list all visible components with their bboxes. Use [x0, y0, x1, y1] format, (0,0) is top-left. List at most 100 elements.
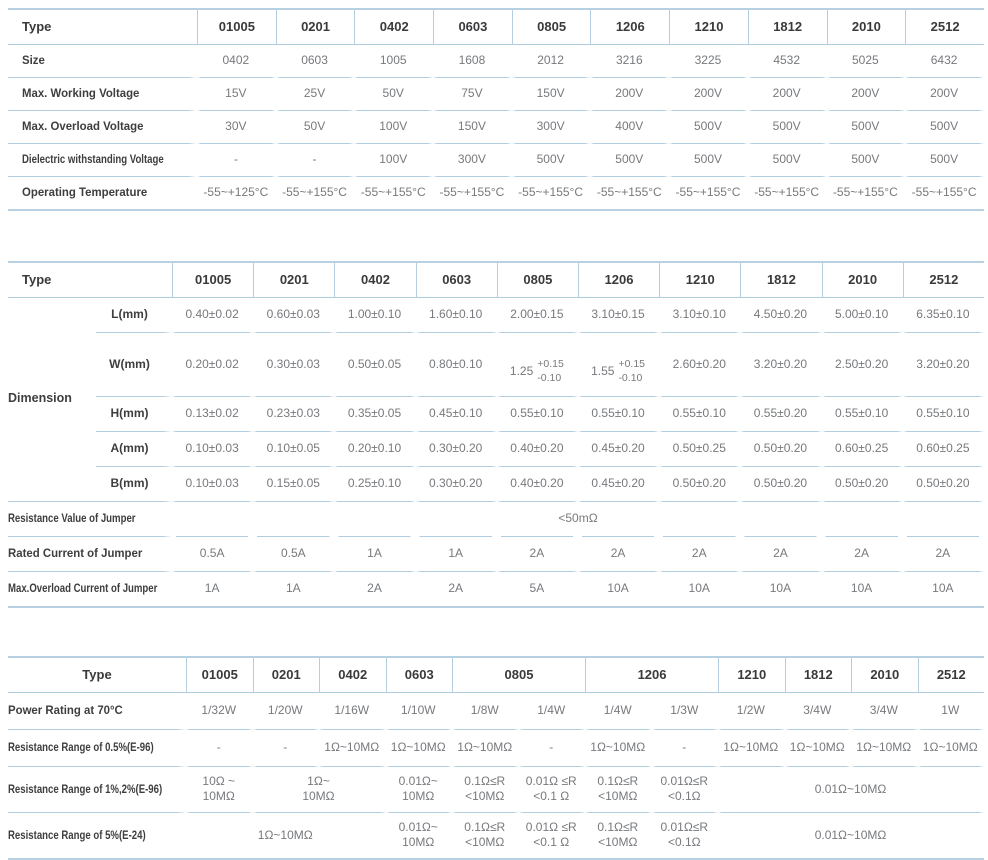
table-row: Max. Overload Voltage 30V 50V 100V 150V … [8, 111, 984, 144]
col-header: 0603 [385, 658, 452, 694]
cell-value: 5.00±0.10 [821, 298, 903, 333]
row-label: Resistance Range of 0.5%(E-96) [8, 730, 186, 768]
cell-value: 0.13±0.02 [172, 397, 254, 433]
cell-value: 0.55±0.10 [577, 397, 660, 433]
cell-value: 500V [826, 144, 906, 177]
col-header: 0603 [433, 10, 512, 45]
table-row: Dimension L(mm) 0.40±0.02 0.60±0.03 1.00… [8, 298, 984, 503]
table-row: Operating Temperature -55~+125°C -55~+15… [8, 177, 984, 209]
dimension-sub-label: H(mm) [96, 397, 173, 433]
cell-value: 5025 [826, 45, 906, 78]
row-label: Power Rating at 70°C [8, 693, 186, 731]
cell-value: -55~+155°C [511, 177, 591, 209]
cell-value: 0.01Ω~10MΩ [718, 767, 985, 814]
dimension-sub-label: B(mm) [96, 467, 173, 503]
header-row: Type 01005 0201 0402 0603 0805 1206 1210… [8, 263, 984, 298]
cell-value: -55~+155°C [275, 177, 355, 209]
cell-value: 1A [334, 537, 416, 573]
cell-value: 0.40±0.02 [172, 298, 254, 333]
col-header: 1210 [659, 263, 741, 298]
table-row: W(mm) 0.20±0.02 0.30±0.03 0.50±0.05 0.80… [8, 333, 984, 398]
cell-value: 2A [415, 572, 497, 607]
cell-value: 1Ω~10MΩ [917, 730, 985, 768]
cell-value: - [186, 730, 253, 768]
col-header: 01005 [172, 263, 254, 298]
cell-value: 0603 [275, 45, 355, 78]
cell-value: 1Ω~10MΩ [319, 730, 386, 768]
cell-value: 0.55±0.10 [902, 397, 984, 433]
cell-value: 0.15±0.05 [253, 467, 335, 503]
cell-value: 0.50±0.20 [821, 467, 903, 503]
cell-value: 0.40±0.20 [496, 467, 578, 503]
cell-value: 3.20±0.20 [740, 333, 822, 398]
cell-value: 0.23±0.03 [253, 397, 335, 433]
cell-value: 1Ω~10MΩ [385, 730, 452, 768]
dimension-group-label: Dimension [8, 298, 96, 503]
cell-value: 500V [905, 111, 984, 144]
cell-value: 1Ω~ 10MΩ [252, 767, 386, 814]
row-label: Rated Current of Jumper [8, 537, 173, 573]
cell-value: 0.50±0.20 [740, 432, 822, 468]
col-header: 2010 [851, 658, 918, 694]
cell-value: 150V [511, 78, 591, 111]
col-header: 0402 [354, 10, 434, 45]
cell-value: 1W [917, 693, 985, 731]
cell-value: 1/20W [252, 693, 319, 731]
cell-value: 3216 [590, 45, 670, 78]
cell-value: 0.55±0.10 [821, 397, 903, 433]
cell-value: 0.80±0.10 [415, 333, 497, 398]
cell-value: 0.10±0.03 [172, 432, 254, 468]
header-row: Type 01005 0201 0402 0603 0805 1206 1210… [8, 658, 985, 694]
cell-value: 50V [354, 78, 434, 111]
cell-value: 5A [496, 572, 578, 607]
cell-value: 0.55±0.10 [496, 397, 578, 433]
cell-value: 200V [590, 78, 670, 111]
cell-value: 1/16W [319, 693, 386, 731]
table-row: B(mm) 0.10±0.03 0.15±0.05 0.25±0.10 0.30… [8, 467, 984, 503]
cell-value: 6432 [905, 45, 984, 78]
cell-value: 2012 [511, 45, 591, 78]
cell-value: - [651, 730, 719, 768]
cell-value: -55~+155°C [433, 177, 512, 209]
cell-value: 2A [496, 537, 578, 573]
cell-value: -55~+155°C [590, 177, 670, 209]
col-header: 0201 [253, 263, 335, 298]
cell-value: 1Ω~10MΩ [186, 813, 386, 859]
cell-value: 0.60±0.25 [821, 432, 903, 468]
cell-value: 0.30±0.03 [253, 333, 335, 398]
row-label: Resistance Range of 5%(E-24) [8, 813, 186, 859]
col-header: 0201 [275, 10, 355, 45]
row-label: Dielectric withstanding Voltage [8, 144, 198, 177]
cell-value: 4532 [747, 45, 827, 78]
col-header: 2512 [917, 658, 985, 694]
cell-value: 200V [826, 78, 906, 111]
cell-value: 200V [905, 78, 984, 111]
cell-value: 2A [334, 572, 416, 607]
cell-value: 0.1Ω≤R <10MΩ [452, 767, 519, 814]
cell-value: - [252, 730, 319, 768]
cell-value: 1/2W [718, 693, 785, 731]
cell-value: 1Ω~10MΩ [718, 730, 785, 768]
cell-value: 75V [433, 78, 512, 111]
cell-value: 500V [511, 144, 591, 177]
cell-value: 1/4W [585, 693, 652, 731]
table-row: Rated Current of Jumper 0.5A 0.5A 1A 1A … [8, 537, 984, 573]
cell-value: 15V [197, 78, 276, 111]
cell-value: 3.10±0.15 [577, 298, 660, 333]
cell-value: 0.30±0.20 [415, 467, 497, 503]
cell-value: 3/4W [851, 693, 918, 731]
col-header: 2010 [826, 10, 906, 45]
cell-value: 0.55±0.10 [659, 397, 741, 433]
cell-value: 0.01Ω~ 10MΩ [385, 813, 452, 859]
cell-value: 500V [669, 111, 748, 144]
cell-value: 1A [253, 572, 335, 607]
col-header: 1210 [718, 658, 785, 694]
cell-value: 1.00±0.10 [334, 298, 416, 333]
cell-value: 10A [659, 572, 741, 607]
cell-value: 10A [902, 572, 984, 607]
cell-value: 0.20±0.10 [334, 432, 416, 468]
cell-value: 1608 [433, 45, 512, 78]
dimension-sub-label: W(mm) [96, 333, 173, 398]
cell-value: 50V [275, 111, 355, 144]
